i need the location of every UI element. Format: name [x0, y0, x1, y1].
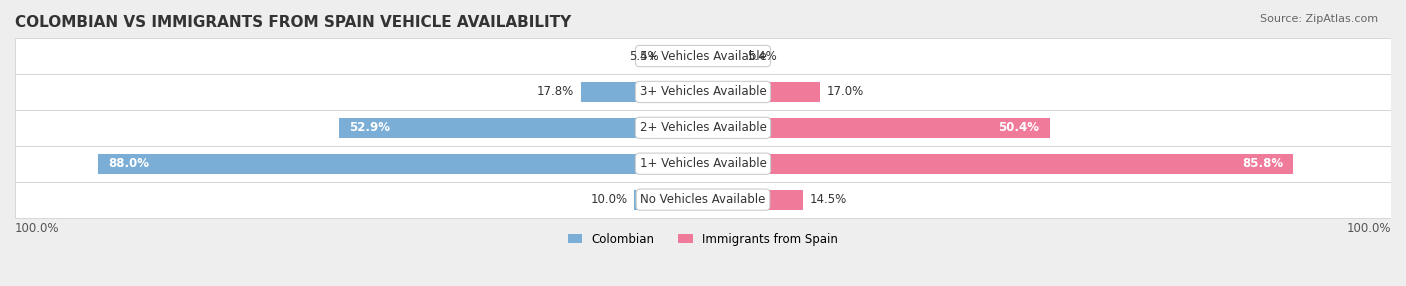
Text: 10.0%: 10.0%: [591, 193, 627, 206]
Text: 88.0%: 88.0%: [108, 157, 149, 170]
Text: Source: ZipAtlas.com: Source: ZipAtlas.com: [1260, 14, 1378, 24]
FancyBboxPatch shape: [15, 38, 1391, 74]
Bar: [634, 190, 703, 210]
Text: 5.5%: 5.5%: [628, 49, 658, 63]
FancyBboxPatch shape: [15, 110, 1391, 146]
FancyBboxPatch shape: [15, 74, 1391, 110]
Legend: Colombian, Immigrants from Spain: Colombian, Immigrants from Spain: [564, 228, 842, 250]
Text: 3+ Vehicles Available: 3+ Vehicles Available: [640, 86, 766, 98]
Text: 4+ Vehicles Available: 4+ Vehicles Available: [640, 49, 766, 63]
Text: 100.0%: 100.0%: [15, 222, 59, 235]
FancyBboxPatch shape: [15, 146, 1391, 182]
Bar: [703, 46, 740, 66]
Bar: [703, 82, 820, 102]
Text: 5.4%: 5.4%: [747, 49, 776, 63]
FancyBboxPatch shape: [15, 182, 1391, 218]
Bar: [339, 118, 703, 138]
Text: COLOMBIAN VS IMMIGRANTS FROM SPAIN VEHICLE AVAILABILITY: COLOMBIAN VS IMMIGRANTS FROM SPAIN VEHIC…: [15, 15, 571, 30]
Text: 100.0%: 100.0%: [1347, 222, 1391, 235]
Text: No Vehicles Available: No Vehicles Available: [640, 193, 766, 206]
Text: 14.5%: 14.5%: [810, 193, 846, 206]
Text: 2+ Vehicles Available: 2+ Vehicles Available: [640, 121, 766, 134]
Text: 1+ Vehicles Available: 1+ Vehicles Available: [640, 157, 766, 170]
Bar: [703, 154, 1294, 174]
Bar: [703, 190, 803, 210]
Text: 52.9%: 52.9%: [349, 121, 391, 134]
Text: 50.4%: 50.4%: [998, 121, 1039, 134]
Bar: [97, 154, 703, 174]
Bar: [703, 118, 1050, 138]
Text: 85.8%: 85.8%: [1241, 157, 1284, 170]
Bar: [581, 82, 703, 102]
Text: 17.8%: 17.8%: [537, 86, 574, 98]
Bar: [665, 46, 703, 66]
Text: 17.0%: 17.0%: [827, 86, 865, 98]
